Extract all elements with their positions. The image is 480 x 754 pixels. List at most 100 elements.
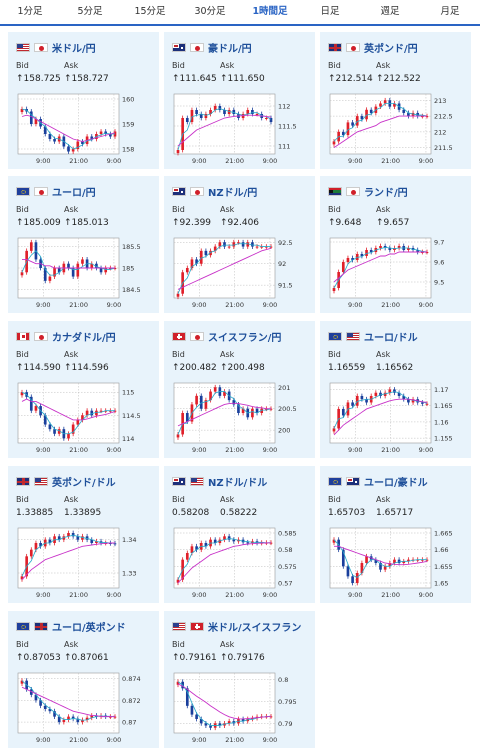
candle-up — [104, 410, 108, 412]
pair-title[interactable]: スイスフラン/円 — [172, 329, 281, 344]
bid-value: ↑92.399 — [172, 218, 212, 228]
candle-down — [85, 536, 89, 540]
candle-up — [365, 556, 368, 563]
chart-svg: 9:00 21:00 9:00 185.5 185 184.5 — [17, 237, 141, 309]
candle-down — [48, 709, 52, 712]
currency-card-eur-usd[interactable]: ユーロ/ドル Bid Ask 1.16559 1.16562 9:00 21:00 9:00 1… — [320, 321, 471, 458]
candle-down — [34, 694, 38, 701]
currency-card-chf-jpy[interactable]: スイスフラン/円 Bid Ask ↑200.482 ↑200.498 9:00 21:00 9… — [164, 321, 315, 458]
candle-down — [81, 141, 84, 144]
long-moving-average — [21, 114, 116, 142]
pair-title[interactable]: ユーロ/円 — [16, 184, 96, 199]
pair-title[interactable]: ユーロ/英ポンド — [16, 619, 126, 634]
tab-weekly[interactable]: 週足 — [380, 6, 400, 17]
y-tick-label: 1.665 — [434, 530, 453, 538]
pair-title[interactable]: 豪ドル/円 — [172, 40, 252, 55]
tab-1hour[interactable]: 1時間足 — [240, 0, 300, 26]
pair-name: NZドル/ドル — [208, 478, 268, 489]
long-moving-average — [333, 251, 427, 283]
tab-5min[interactable]: 5分足 — [77, 6, 103, 17]
pair-title[interactable]: ランド/円 — [328, 184, 408, 199]
short-moving-average — [177, 108, 272, 151]
currency-card-eur-jpy[interactable]: ユーロ/円 Bid Ask ↑185.009 ↑185.013 9:00 21:00 9:00… — [8, 176, 159, 313]
chart-svg: 9:00 21:00 9:00 0.874 0.872 0.87 — [17, 672, 141, 744]
currency-card-usd-chf[interactable]: 米ドル/スイスフラン Bid Ask ↑0.79161 ↑0.79176 9:00 21:0… — [164, 611, 315, 748]
price-chart: 9:00 21:00 9:00 9.7 9.6 9.5 — [328, 234, 463, 310]
chart-svg: 9:00 21:00 9:00 1.665 1.66 1.655 1.65 — [329, 527, 453, 599]
candle-up — [355, 573, 359, 583]
y-tick-label: 1.66 — [434, 546, 448, 554]
candle-down — [95, 263, 98, 268]
pair-title[interactable]: 英ポンド/円 — [328, 40, 418, 55]
tab-1min[interactable]: 1分足 — [17, 6, 43, 17]
candle-up — [99, 131, 103, 134]
y-tick-label: 9.6 — [434, 259, 444, 267]
candle-down — [109, 134, 112, 137]
candle-up — [90, 263, 94, 268]
candle-down — [232, 539, 236, 542]
pair-title[interactable]: 米ドル/円 — [16, 40, 96, 55]
currency-card-nzd-usd[interactable]: NZドル/ドル Bid Ask 0.58208 0.58222 9:00 21:00 9:00… — [164, 466, 315, 603]
pair-title[interactable]: カナダドル/円 — [16, 329, 116, 344]
candle-down — [388, 248, 392, 250]
bid-value: 1.33885 — [16, 508, 54, 518]
candle-down — [29, 396, 33, 411]
candle-up — [71, 424, 75, 434]
pair-title[interactable]: 英ポンド/ドル — [16, 474, 116, 489]
y-tick-label: 185.5 — [122, 243, 141, 251]
candle-up — [76, 263, 80, 277]
candle-down — [48, 424, 52, 430]
currency-card-cad-jpy[interactable]: カナダドル/円 Bid Ask ↑114.590 ↑114.596 9:00 21:00 9:… — [8, 321, 159, 458]
plot-area — [329, 527, 432, 589]
jp-flag-icon — [34, 43, 48, 52]
candle-down — [67, 263, 70, 268]
candle-down — [99, 268, 103, 273]
candle-up — [269, 542, 273, 544]
candle-down — [204, 723, 208, 726]
pair-title[interactable]: NZドル/ドル — [172, 474, 267, 489]
tab-15min[interactable]: 15分足 — [134, 6, 166, 17]
currency-card-zar-jpy[interactable]: ランド/円 Bid Ask ↑9.648 ↑9.657 9:00 21:00 9:00 9.7 9… — [320, 176, 471, 313]
bid-label: Bid — [16, 61, 29, 70]
candle-down — [76, 718, 80, 723]
pair-name: カナダドル/円 — [52, 333, 116, 344]
price-chart: 9:00 21:00 9:00 1.34 1.33 — [16, 524, 151, 600]
currency-card-aud-jpy[interactable]: 豪ドル/円 Bid Ask ↑111.645 ↑111.650 9:00 21:00 9:00… — [164, 32, 315, 169]
pair-title[interactable]: 米ドル/スイスフラン — [172, 619, 301, 634]
candle-down — [43, 705, 47, 709]
tab-30min[interactable]: 30分足 — [194, 6, 226, 17]
x-tick-label: 21:00 — [69, 157, 88, 165]
currency-card-nzd-jpy[interactable]: NZドル/円 Bid Ask ↑92.399 ↑92.406 9:00 21:00 9:00 9… — [164, 176, 315, 313]
us-flag-icon — [34, 477, 48, 486]
x-tick-label: 9:00 — [419, 446, 434, 454]
short-moving-average — [333, 246, 428, 289]
currency-card-usd-jpy[interactable]: 米ドル/円 Bid Ask ↑158.725 ↑158.727 9:00 21:00 9:00… — [8, 32, 159, 169]
candle-down — [113, 543, 117, 545]
candle-down — [223, 110, 226, 114]
pair-title[interactable]: ユーロ/ドル — [328, 329, 418, 344]
tab-monthly[interactable]: 月足 — [440, 6, 460, 17]
ask-label: Ask — [64, 61, 79, 70]
candle-up — [34, 406, 38, 411]
candle-up — [95, 541, 98, 543]
candle-up — [346, 258, 350, 262]
bid-value: 0.58208 — [172, 508, 210, 518]
pair-title[interactable]: NZドル/円 — [172, 184, 257, 199]
y-tick-label: 114.5 — [122, 412, 141, 420]
tab-daily[interactable]: 日足 — [320, 6, 340, 17]
currency-card-eur-aud[interactable]: ユーロ/豪ドル Bid Ask 1.65703 1.65717 9:00 21:00 9:00… — [320, 466, 471, 603]
candle-down — [379, 563, 382, 570]
x-tick-label: 21:00 — [69, 736, 88, 744]
y-tick-label: 159 — [122, 121, 134, 129]
candle-up — [251, 408, 254, 418]
candle-up — [393, 559, 396, 563]
candle-down — [241, 242, 245, 247]
currency-card-gbp-usd[interactable]: 英ポンド/ドル Bid Ask 1.33885 1.33895 9:00 21:00 9:00… — [8, 466, 159, 603]
pair-title[interactable]: ユーロ/豪ドル — [328, 474, 428, 489]
candle-up — [265, 408, 268, 410]
currency-card-eur-gbp[interactable]: ユーロ/英ポンド Bid Ask ↑0.87053 ↑0.87061 9:00 21:00 9… — [8, 611, 159, 748]
bid-value: ↑200.482 — [172, 363, 217, 373]
currency-card-gbp-jpy[interactable]: 英ポンド/円 Bid Ask ↑212.514 ↑212.522 9:00 21:00 9:0… — [320, 32, 471, 169]
candle-up — [237, 242, 240, 244]
candle-up — [260, 408, 264, 413]
